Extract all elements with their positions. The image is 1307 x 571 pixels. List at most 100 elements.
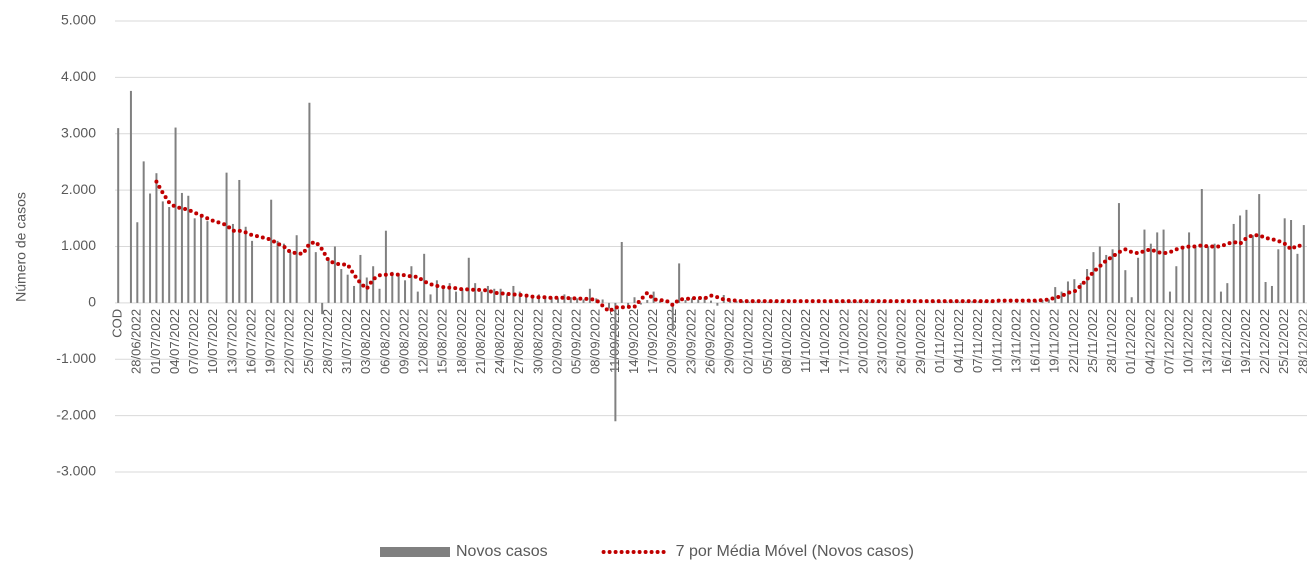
bar: [875, 301, 878, 303]
bar: [614, 302, 617, 422]
bar: [142, 161, 145, 303]
bar: [760, 301, 763, 303]
x-tick-label: 22/07/2022: [282, 309, 297, 374]
bar: [1219, 291, 1222, 303]
bar: [174, 127, 177, 303]
bar: [550, 297, 553, 303]
x-tick-label: COD: [110, 309, 125, 338]
bar: [544, 296, 547, 303]
y-tick-label: 0: [88, 294, 96, 310]
bar: [117, 128, 120, 303]
bar: [1086, 269, 1089, 303]
bar: [977, 301, 980, 303]
x-tick-label: 27/08/2022: [511, 309, 526, 374]
bar: [282, 243, 285, 303]
bar: [1156, 232, 1159, 303]
x-tick-label: 23/10/2022: [875, 309, 890, 374]
bar: [1047, 299, 1050, 303]
bar: [372, 266, 375, 303]
bar: [378, 288, 381, 303]
x-tick-label: 06/08/2022: [377, 309, 392, 374]
bar: [397, 274, 400, 303]
bar: [1098, 246, 1101, 303]
bar: [448, 283, 451, 303]
bar: [1137, 257, 1140, 303]
bar: [690, 298, 693, 303]
x-tick-label: 26/10/2022: [894, 309, 909, 374]
bar: [716, 302, 719, 306]
x-tick-label: 28/07/2022: [320, 309, 335, 374]
bar: [404, 280, 407, 303]
bar: [1181, 246, 1184, 303]
bar: [1290, 220, 1293, 303]
legend-label: 7 por Média Móvel (Novos casos): [676, 543, 914, 560]
bar: [1207, 246, 1210, 303]
bar: [1302, 225, 1305, 303]
bar: [971, 301, 974, 303]
x-tick-label: 07/11/2022: [970, 309, 985, 373]
bar: [945, 301, 948, 303]
bar: [1054, 287, 1057, 303]
x-tick-label: 04/11/2022: [951, 309, 966, 373]
x-tick-label: 19/11/2022: [1047, 309, 1062, 373]
bar: [582, 299, 585, 303]
x-tick-label: 13/07/2022: [224, 309, 239, 374]
bar: [486, 285, 489, 303]
bar: [1296, 253, 1299, 303]
x-tick-label: 01/07/2022: [148, 309, 163, 374]
bar: [646, 300, 649, 303]
x-tick-label: 17/10/2022: [836, 309, 851, 374]
bar: [149, 193, 152, 303]
bar: [225, 172, 228, 303]
bar: [1283, 218, 1286, 303]
x-tick-label: 24/08/2022: [492, 309, 507, 374]
x-tick-label: 16/11/2022: [1028, 309, 1043, 373]
bar: [1232, 223, 1235, 303]
x-tick-label: 29/10/2022: [913, 309, 928, 374]
bar: [1060, 291, 1063, 303]
bar: [136, 222, 139, 303]
bar: [735, 301, 738, 303]
bar: [155, 173, 158, 303]
x-tick-label: 26/09/2022: [702, 309, 717, 374]
bar: [180, 192, 183, 303]
bar: [773, 301, 776, 303]
bar: [480, 291, 483, 303]
bar: [518, 291, 521, 303]
bar: [569, 297, 572, 303]
y-tick-label: -2.000: [56, 406, 96, 422]
x-tick-label: 02/09/2022: [549, 309, 564, 374]
bar: [1111, 249, 1114, 303]
bar: [843, 301, 846, 303]
bar: [729, 300, 732, 303]
bar: [620, 241, 623, 303]
bar: [952, 301, 955, 303]
bar: [1213, 243, 1216, 303]
bar: [748, 301, 751, 303]
bar: [1239, 215, 1242, 303]
bar: [244, 226, 247, 303]
bar: [416, 291, 419, 303]
bar: [958, 301, 961, 303]
x-tick-label: 16/07/2022: [243, 309, 258, 374]
x-tick-label: 19/12/2022: [1238, 309, 1253, 374]
bar: [365, 277, 368, 303]
x-tick-label: 22/11/2022: [1066, 309, 1081, 373]
bar: [652, 291, 655, 303]
x-tick-label: 07/12/2022: [1161, 309, 1176, 374]
y-tick-label: 1.000: [61, 237, 96, 253]
x-tick-label: 14/09/2022: [626, 309, 641, 374]
x-tick-label: 31/07/2022: [339, 309, 354, 374]
bar: [353, 285, 356, 303]
x-tick-label: 11/10/2022: [798, 309, 813, 373]
bar: [391, 271, 394, 303]
bar: [703, 297, 706, 303]
bar: [1092, 252, 1095, 303]
bar: [850, 301, 853, 303]
bar: [346, 274, 349, 303]
x-tick-label: 14/10/2022: [817, 309, 832, 374]
x-tick-label: 19/07/2022: [263, 309, 278, 374]
bar: [308, 102, 311, 303]
bar: [608, 302, 611, 309]
